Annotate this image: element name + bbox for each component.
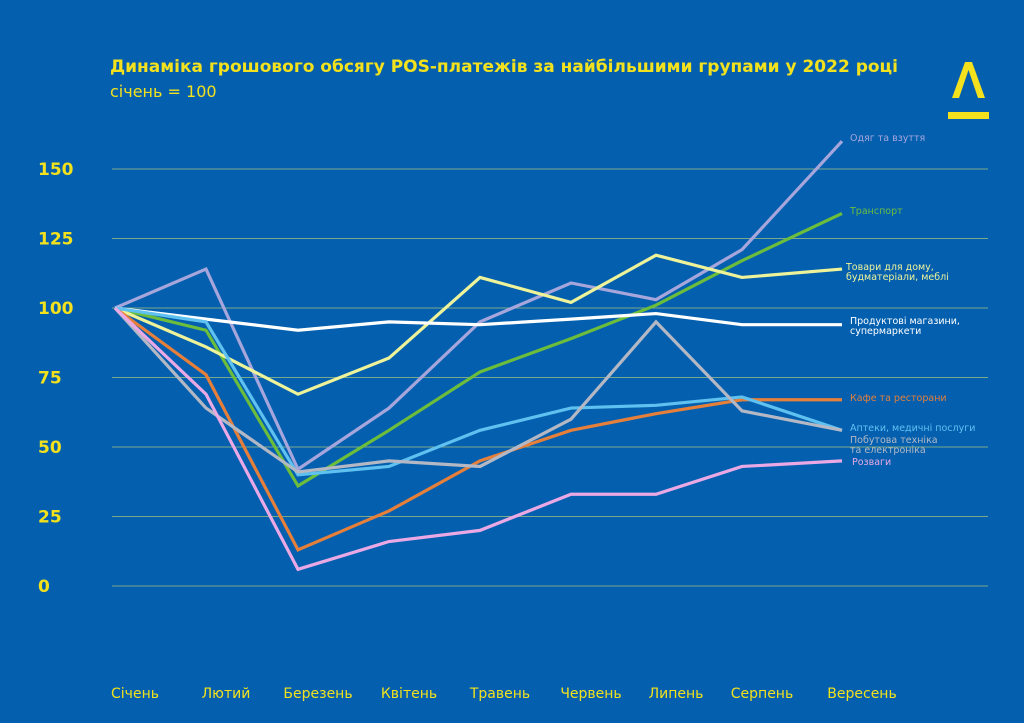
x-tick-label: Березень [283,686,352,702]
y-tick-label: 75 [38,369,62,389]
chart-subtitle: січень = 100 [110,82,217,101]
x-tick-label: Травень [469,686,530,702]
y-tick-label: 125 [38,230,74,250]
y-tick-label: 50 [38,438,62,458]
series-label: Побутова техніка та електроніка [850,435,938,456]
y-tick-label: 0 [38,577,50,597]
x-tick-label: Серпень [731,686,793,702]
series-label: Транспорт [849,206,903,217]
series-label: Аптеки, медичні послуги [850,423,975,434]
y-tick-label: 25 [38,508,62,528]
x-tick-label: Лютий [202,686,251,702]
x-tick-label: Червень [560,686,621,702]
series-label: Кафе та ресторани [850,393,947,404]
chart-title: Динаміка грошового обсягу POS-платежів з… [110,57,898,77]
x-tick-label: Вересень [827,686,896,702]
series-label: Товари для дому, будматеріали, меблі [845,262,949,283]
series-label: Продуктові магазини, супермаркети [850,316,960,337]
y-tick-label: 150 [38,160,74,180]
series-line [114,306,843,477]
x-tick-label: Січень [111,686,159,702]
x-tick-label: Квітень [381,686,437,702]
series-label: Одяг та взуття [850,133,925,144]
alfa-bank-logo [948,62,989,119]
series-line [113,306,843,572]
x-tick-label: Липень [649,686,704,702]
y-tick-label: 100 [38,299,74,319]
series-label: Розваги [852,457,891,468]
